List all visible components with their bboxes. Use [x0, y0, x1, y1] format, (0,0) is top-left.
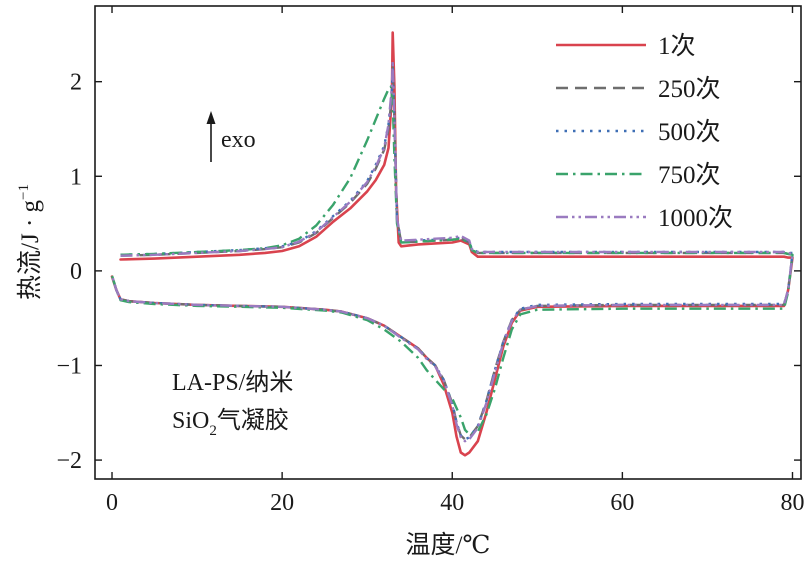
sample-label-line1: LA-PS/纳米 — [172, 369, 293, 396]
series-layer — [110, 31, 794, 457]
legend: 1次 250次 500次 750次 1000次 — [556, 32, 733, 232]
series-line-5 — [110, 59, 794, 443]
x-tick-label: 0 — [106, 490, 118, 516]
exo-arrow-head — [206, 111, 216, 124]
y-tick-label: 2 — [70, 70, 82, 96]
sample-annotation: LA-PS/纳米 SiO2气凝胶 — [172, 369, 293, 439]
y-tick-label: −2 — [56, 448, 82, 474]
y-axis-label-superscript: −1 — [16, 184, 32, 200]
plot-frame — [94, 5, 802, 480]
x-tick-label: 80 — [780, 490, 804, 516]
sample-label-line2: SiO2气凝胶 — [172, 407, 289, 439]
legend-label-5: 1000次 — [658, 204, 733, 232]
sample-label-line2-prefix: SiO — [172, 408, 209, 434]
y-tick-label: 0 — [70, 259, 82, 285]
exo-label: exo — [221, 127, 256, 153]
y-axis-label: 热流/J · g−1 — [16, 184, 44, 300]
legend-label-2: 250次 — [658, 75, 721, 103]
exo-annotation: exo — [206, 111, 256, 162]
y-tick-label: −1 — [56, 353, 82, 379]
legend-label-1: 1次 — [658, 32, 696, 60]
y-tick-label: 1 — [70, 164, 82, 190]
x-axis-label: 温度/℃ — [406, 531, 491, 559]
x-tick-label: 20 — [270, 490, 294, 516]
ticks-layer: 0 20 40 60 80 −2 −1 0 1 2 — [56, 6, 804, 516]
sample-label-line2-suffix: 气凝胶 — [217, 407, 289, 434]
legend-label-4: 750次 — [658, 161, 721, 189]
x-tick-label: 40 — [440, 490, 464, 516]
y-axis-label-main: 热流/J · g — [16, 199, 44, 300]
series-line-3 — [110, 61, 794, 441]
sample-label-line2-subscript: 2 — [209, 423, 217, 439]
legend-label-3: 500次 — [658, 118, 721, 146]
x-tick-label: 60 — [610, 490, 634, 516]
